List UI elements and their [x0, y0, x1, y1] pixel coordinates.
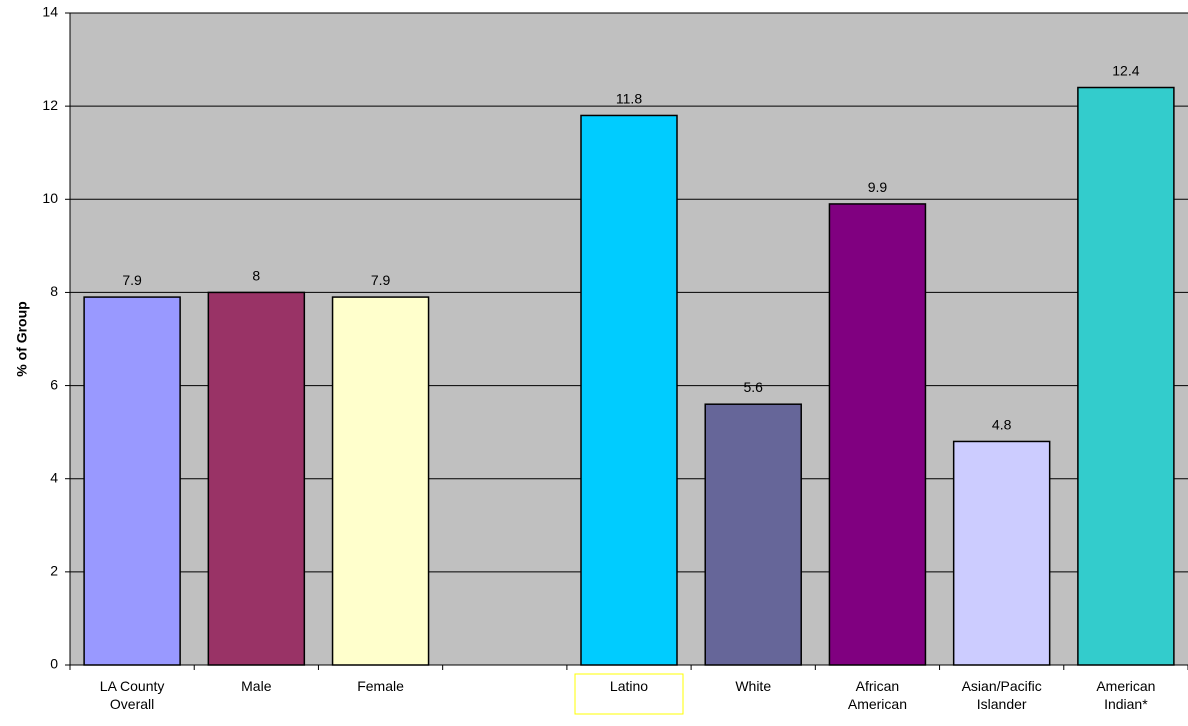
data-label: 7.9	[122, 272, 142, 288]
category-label: LA County	[100, 678, 165, 694]
y-tick-label: 6	[50, 376, 58, 392]
category-label: White	[735, 678, 771, 694]
category-label: Overall	[110, 696, 154, 712]
bar	[580, 114, 678, 666]
bar	[828, 203, 927, 666]
bar	[1077, 86, 1175, 666]
axes	[69, 13, 1188, 666]
highlight-box	[574, 673, 684, 715]
category-label: Female	[357, 678, 404, 694]
y-tick-label: 4	[50, 469, 58, 485]
bar	[207, 291, 306, 666]
category-label: Latino	[610, 678, 648, 694]
y-tick-label: 12	[42, 97, 58, 113]
data-labels: 7.9 8 7.9 11.8 5.6 9.9 4.8 12.4	[122, 63, 1139, 433]
data-label: 7.9	[371, 272, 391, 288]
bar	[704, 403, 802, 666]
category-label: American	[848, 696, 907, 712]
y-tick-label: 10	[42, 190, 58, 206]
y-tick-label: 0	[50, 656, 58, 672]
category-label: American	[1096, 678, 1155, 694]
y-tick-label: 2	[50, 563, 58, 579]
y-ticks: 0 2 4 6 8 10 12 14	[42, 4, 70, 672]
bar	[83, 296, 181, 666]
x-ticks	[69, 665, 1188, 670]
category-label: Islander	[977, 696, 1027, 712]
data-label: 4.8	[992, 416, 1012, 432]
y-tick-label: 14	[42, 4, 58, 20]
bar	[331, 296, 430, 666]
category-label: Male	[241, 678, 272, 694]
data-label: 11.8	[616, 90, 642, 106]
data-label: 5.6	[743, 379, 763, 395]
category-label: Indian*	[1104, 696, 1148, 712]
bar	[952, 440, 1051, 666]
y-axis-label: % of Group	[14, 301, 30, 376]
category-label: Asian/Pacific	[962, 678, 1042, 694]
data-label: 8	[252, 267, 260, 283]
category-label: African	[856, 678, 900, 694]
data-label: 12.4	[1112, 63, 1139, 79]
data-label: 9.9	[868, 179, 888, 195]
category-labels: LA County Overall Male Female Latino White Afr…	[100, 673, 1155, 715]
y-tick-label: 8	[50, 283, 58, 299]
